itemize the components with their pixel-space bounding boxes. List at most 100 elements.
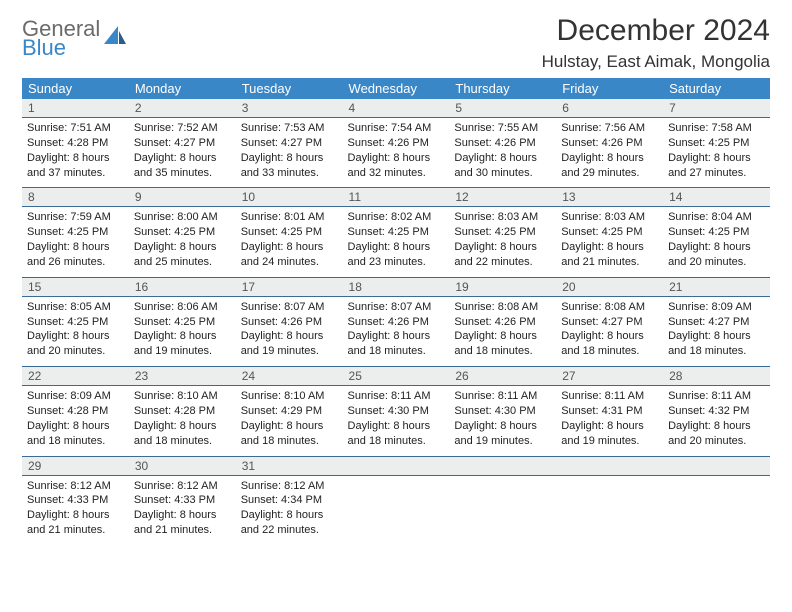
calendar-cell	[343, 456, 450, 545]
daylight-line1: Daylight: 8 hours	[134, 151, 231, 166]
daylight-line2: and 18 minutes.	[348, 344, 445, 359]
cell-body: Sunrise: 8:05 AMSunset: 4:25 PMDaylight:…	[22, 297, 129, 366]
calendar-week-row: 1Sunrise: 7:51 AMSunset: 4:28 PMDaylight…	[22, 99, 770, 187]
calendar-cell: 1Sunrise: 7:51 AMSunset: 4:28 PMDaylight…	[22, 99, 129, 187]
header: General Blue December 2024 Hulstay, East…	[22, 14, 770, 72]
cell-body: Sunrise: 8:08 AMSunset: 4:27 PMDaylight:…	[556, 297, 663, 366]
daylight-line2: and 27 minutes.	[668, 166, 765, 181]
calendar-cell: 9Sunrise: 8:00 AMSunset: 4:25 PMDaylight…	[129, 187, 236, 276]
daylight-line2: and 25 minutes.	[134, 255, 231, 270]
cell-body-empty	[556, 476, 663, 538]
cell-body-empty	[343, 476, 450, 538]
cell-body: Sunrise: 7:59 AMSunset: 4:25 PMDaylight:…	[22, 207, 129, 276]
daylight-line2: and 33 minutes.	[241, 166, 338, 181]
daylight-line2: and 18 minutes.	[348, 434, 445, 449]
sunset-text: Sunset: 4:28 PM	[27, 404, 124, 419]
daylight-line2: and 26 minutes.	[27, 255, 124, 270]
day-number: 12	[449, 187, 556, 207]
weekday-header-row: Sunday Monday Tuesday Wednesday Thursday…	[22, 78, 770, 99]
calendar-cell: 11Sunrise: 8:02 AMSunset: 4:25 PMDayligh…	[343, 187, 450, 276]
daylight-line2: and 18 minutes.	[561, 344, 658, 359]
calendar-cell: 15Sunrise: 8:05 AMSunset: 4:25 PMDayligh…	[22, 277, 129, 366]
calendar-cell: 16Sunrise: 8:06 AMSunset: 4:25 PMDayligh…	[129, 277, 236, 366]
sunset-text: Sunset: 4:30 PM	[454, 404, 551, 419]
day-number-empty	[449, 456, 556, 476]
weekday-header: Monday	[129, 78, 236, 99]
daylight-line2: and 21 minutes.	[27, 523, 124, 538]
weekday-header: Wednesday	[343, 78, 450, 99]
day-number: 22	[22, 366, 129, 386]
calendar-week-row: 8Sunrise: 7:59 AMSunset: 4:25 PMDaylight…	[22, 187, 770, 276]
sunrise-text: Sunrise: 7:54 AM	[348, 121, 445, 136]
sunset-text: Sunset: 4:25 PM	[348, 225, 445, 240]
day-number-empty	[663, 456, 770, 476]
daylight-line1: Daylight: 8 hours	[561, 240, 658, 255]
sunset-text: Sunset: 4:25 PM	[27, 315, 124, 330]
calendar-cell: 20Sunrise: 8:08 AMSunset: 4:27 PMDayligh…	[556, 277, 663, 366]
daylight-line2: and 21 minutes.	[561, 255, 658, 270]
cell-body: Sunrise: 8:11 AMSunset: 4:32 PMDaylight:…	[663, 386, 770, 455]
day-number: 8	[22, 187, 129, 207]
sunset-text: Sunset: 4:25 PM	[668, 225, 765, 240]
sunrise-text: Sunrise: 7:53 AM	[241, 121, 338, 136]
daylight-line2: and 21 minutes.	[134, 523, 231, 538]
cell-body: Sunrise: 8:10 AMSunset: 4:29 PMDaylight:…	[236, 386, 343, 455]
day-number: 6	[556, 99, 663, 118]
sunset-text: Sunset: 4:34 PM	[241, 493, 338, 508]
sunset-text: Sunset: 4:25 PM	[134, 225, 231, 240]
calendar-cell: 18Sunrise: 8:07 AMSunset: 4:26 PMDayligh…	[343, 277, 450, 366]
daylight-line1: Daylight: 8 hours	[348, 329, 445, 344]
cell-body-empty	[663, 476, 770, 538]
cell-body: Sunrise: 8:11 AMSunset: 4:30 PMDaylight:…	[449, 386, 556, 455]
sunrise-text: Sunrise: 7:52 AM	[134, 121, 231, 136]
cell-body: Sunrise: 8:10 AMSunset: 4:28 PMDaylight:…	[129, 386, 236, 455]
cell-body: Sunrise: 7:52 AMSunset: 4:27 PMDaylight:…	[129, 118, 236, 187]
daylight-line1: Daylight: 8 hours	[27, 151, 124, 166]
sunrise-text: Sunrise: 7:59 AM	[27, 210, 124, 225]
daylight-line2: and 19 minutes.	[241, 344, 338, 359]
day-number: 20	[556, 277, 663, 297]
calendar-week-row: 22Sunrise: 8:09 AMSunset: 4:28 PMDayligh…	[22, 366, 770, 455]
sunset-text: Sunset: 4:26 PM	[348, 136, 445, 151]
daylight-line2: and 32 minutes.	[348, 166, 445, 181]
logo: General Blue	[22, 14, 128, 57]
sunset-text: Sunset: 4:26 PM	[454, 315, 551, 330]
day-number: 3	[236, 99, 343, 118]
cell-body-empty	[449, 476, 556, 538]
daylight-line2: and 35 minutes.	[134, 166, 231, 181]
sunset-text: Sunset: 4:31 PM	[561, 404, 658, 419]
day-number: 15	[22, 277, 129, 297]
cell-body: Sunrise: 8:11 AMSunset: 4:31 PMDaylight:…	[556, 386, 663, 455]
calendar-cell: 6Sunrise: 7:56 AMSunset: 4:26 PMDaylight…	[556, 99, 663, 187]
cell-body: Sunrise: 8:07 AMSunset: 4:26 PMDaylight:…	[236, 297, 343, 366]
calendar-cell: 12Sunrise: 8:03 AMSunset: 4:25 PMDayligh…	[449, 187, 556, 276]
day-number: 21	[663, 277, 770, 297]
daylight-line1: Daylight: 8 hours	[454, 419, 551, 434]
cell-body: Sunrise: 8:02 AMSunset: 4:25 PMDaylight:…	[343, 207, 450, 276]
cell-body: Sunrise: 8:12 AMSunset: 4:33 PMDaylight:…	[22, 476, 129, 545]
day-number: 29	[22, 456, 129, 476]
sunset-text: Sunset: 4:26 PM	[241, 315, 338, 330]
daylight-line2: and 19 minutes.	[134, 344, 231, 359]
daylight-line2: and 22 minutes.	[454, 255, 551, 270]
day-number: 19	[449, 277, 556, 297]
day-number: 27	[556, 366, 663, 386]
day-number: 17	[236, 277, 343, 297]
sunset-text: Sunset: 4:26 PM	[561, 136, 658, 151]
sunrise-text: Sunrise: 8:03 AM	[454, 210, 551, 225]
cell-body: Sunrise: 8:09 AMSunset: 4:27 PMDaylight:…	[663, 297, 770, 366]
day-number: 7	[663, 99, 770, 118]
sunset-text: Sunset: 4:27 PM	[241, 136, 338, 151]
calendar-cell: 27Sunrise: 8:11 AMSunset: 4:31 PMDayligh…	[556, 366, 663, 455]
daylight-line1: Daylight: 8 hours	[561, 151, 658, 166]
cell-body: Sunrise: 8:09 AMSunset: 4:28 PMDaylight:…	[22, 386, 129, 455]
daylight-line1: Daylight: 8 hours	[454, 329, 551, 344]
cell-body: Sunrise: 8:01 AMSunset: 4:25 PMDaylight:…	[236, 207, 343, 276]
cell-body: Sunrise: 7:53 AMSunset: 4:27 PMDaylight:…	[236, 118, 343, 187]
daylight-line1: Daylight: 8 hours	[27, 508, 124, 523]
sunrise-text: Sunrise: 8:02 AM	[348, 210, 445, 225]
daylight-line1: Daylight: 8 hours	[241, 329, 338, 344]
sunrise-text: Sunrise: 8:01 AM	[241, 210, 338, 225]
sunrise-text: Sunrise: 8:05 AM	[27, 300, 124, 315]
daylight-line1: Daylight: 8 hours	[454, 151, 551, 166]
